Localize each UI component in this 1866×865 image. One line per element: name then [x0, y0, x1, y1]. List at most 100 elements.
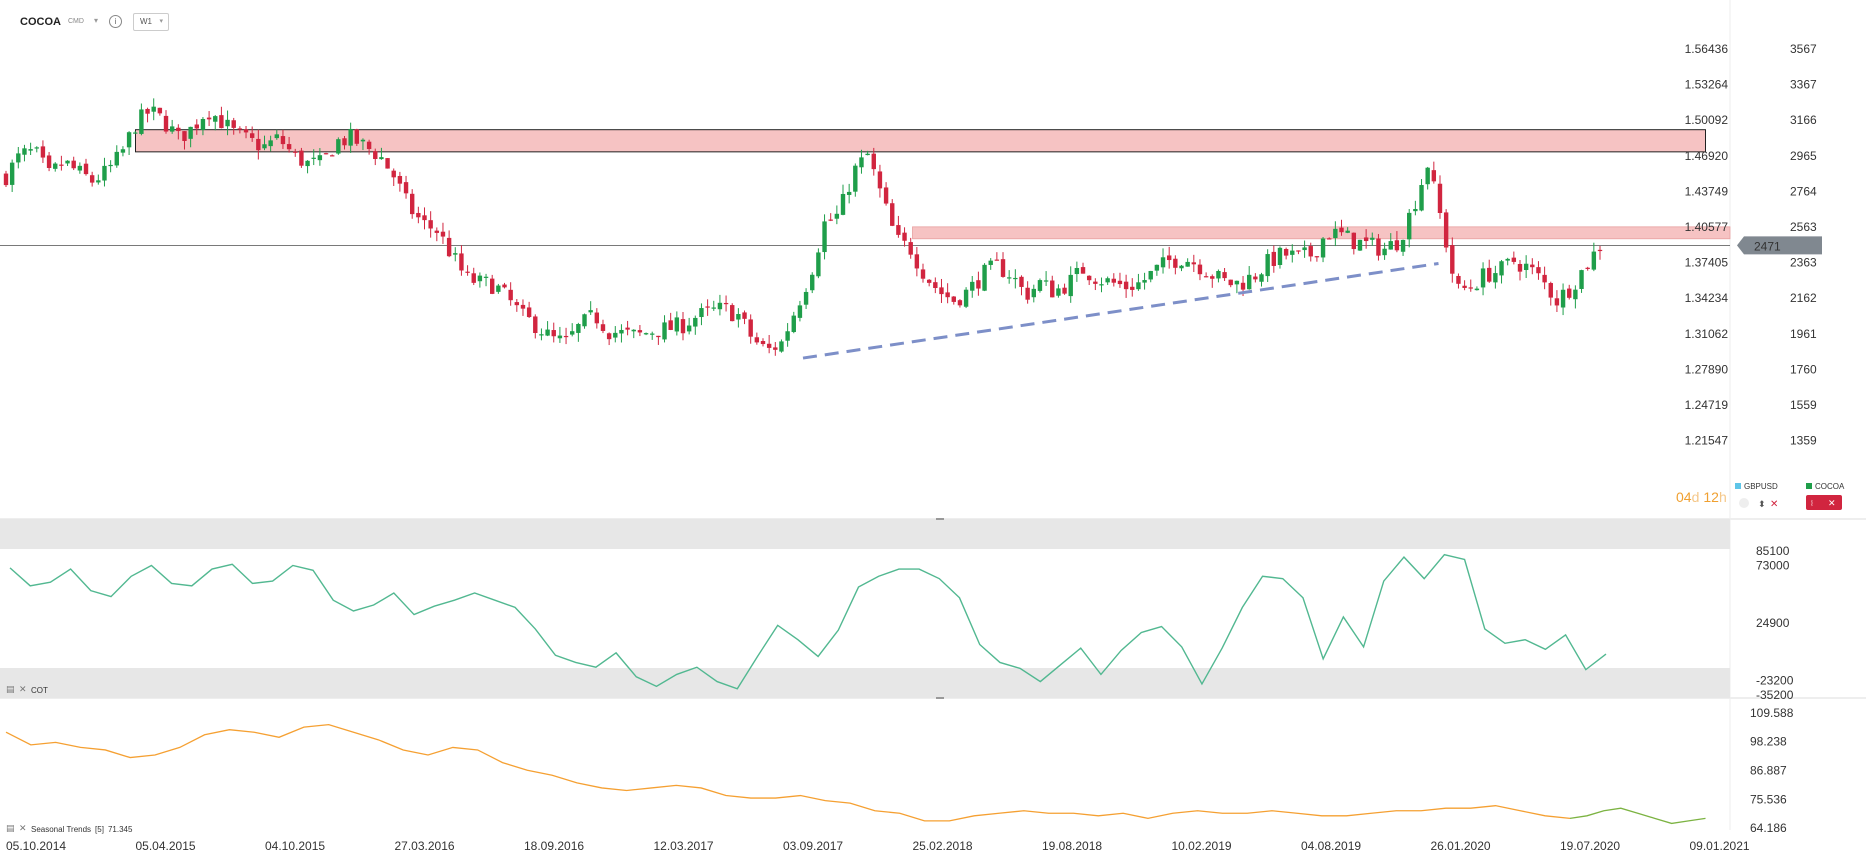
candle — [871, 147, 876, 176]
cocoa-controls[interactable] — [1806, 495, 1842, 510]
timeframe-select[interactable]: W1 ▾ — [133, 13, 169, 31]
current-price-value: 2471 — [1754, 239, 1781, 253]
price-tick-left: 1.34234 — [1685, 291, 1729, 305]
candle — [83, 158, 89, 176]
candle — [791, 311, 796, 334]
candle — [274, 129, 279, 140]
candle — [853, 163, 858, 197]
price-tick-right: 3567 — [1790, 42, 1817, 56]
candle — [1006, 270, 1012, 284]
date-tick: 05.04.2015 — [136, 839, 196, 853]
candle — [520, 299, 526, 316]
legend-cocoa[interactable]: COCOA — [1815, 482, 1845, 491]
cot-lower-band — [0, 668, 1730, 698]
panel-menu-icon[interactable]: ▤ — [6, 685, 15, 695]
candle — [785, 323, 790, 347]
panel-menu-icon[interactable]: ▤ — [6, 824, 15, 834]
resistance-zone[interactable] — [912, 226, 1731, 240]
price-tick-right: 2965 — [1790, 149, 1817, 163]
reorder-icon[interactable]: ⬍ — [1758, 500, 1766, 510]
candle — [465, 265, 470, 276]
candle — [163, 110, 169, 134]
candle — [1431, 161, 1437, 184]
candle — [600, 319, 606, 334]
candle — [496, 283, 501, 294]
symbol-dropdown-icon[interactable]: ▾ — [94, 16, 99, 25]
candle — [1228, 279, 1233, 288]
cot-tick: -23200 — [1756, 674, 1794, 688]
cot-tick: 24900 — [1756, 616, 1790, 630]
candle — [1259, 272, 1264, 287]
candle — [1013, 269, 1018, 289]
candle — [453, 247, 458, 262]
candle — [65, 160, 70, 166]
price-tick-left: 1.24719 — [1685, 398, 1729, 412]
candle — [133, 131, 138, 134]
candle — [231, 117, 236, 135]
legend-gbpusd[interactable]: GBPUSD — [1744, 482, 1778, 491]
candle — [994, 252, 1000, 261]
candle — [803, 288, 809, 309]
candle — [1511, 251, 1517, 265]
price-tick-right: 2363 — [1790, 256, 1817, 270]
candle — [1050, 275, 1055, 298]
date-tick: 10.02.2019 — [1172, 839, 1232, 853]
candle — [533, 314, 538, 339]
candle — [1025, 281, 1030, 304]
candle — [914, 246, 920, 277]
candle — [1523, 255, 1529, 279]
candle — [631, 329, 636, 339]
candle — [945, 283, 950, 304]
candle — [262, 135, 267, 151]
candle — [637, 325, 643, 337]
candle — [939, 278, 944, 303]
candle — [459, 245, 464, 276]
candle — [1074, 261, 1080, 282]
candle — [1191, 254, 1197, 273]
candle — [1099, 277, 1104, 293]
candle — [1320, 237, 1326, 263]
remove-gbpusd-icon[interactable]: ✕ — [1770, 499, 1778, 510]
candle — [963, 287, 969, 309]
resize-handle[interactable] — [936, 697, 944, 699]
candle — [1197, 259, 1203, 281]
trendline[interactable] — [802, 262, 1439, 360]
candle — [286, 136, 292, 153]
candle — [397, 171, 403, 192]
candle — [317, 148, 323, 166]
candle — [779, 339, 784, 353]
candle — [865, 150, 870, 156]
candle — [416, 206, 421, 224]
candle — [1456, 273, 1461, 289]
candle — [1419, 179, 1424, 212]
candle — [883, 182, 889, 206]
candle — [1031, 284, 1036, 303]
candle — [502, 282, 507, 289]
candle — [1086, 275, 1092, 286]
symbol-label[interactable]: COCOA — [20, 16, 61, 28]
resize-handle[interactable] — [936, 518, 944, 520]
info-icon[interactable]: i — [109, 15, 122, 28]
candle — [96, 174, 101, 185]
candle — [828, 213, 833, 222]
date-tick: 19.08.2018 — [1042, 839, 1102, 853]
candle — [982, 263, 987, 292]
candle — [742, 310, 747, 325]
panel-close-icon[interactable]: ✕ — [19, 685, 27, 695]
candle — [1542, 266, 1547, 290]
candle — [1253, 273, 1258, 283]
panel-close-icon[interactable]: ✕ — [19, 824, 27, 834]
candle — [810, 272, 815, 294]
remove-cocoa-icon[interactable]: ✕ — [1828, 499, 1836, 509]
candle — [551, 322, 556, 343]
seasonal-tick: 75.536 — [1750, 792, 1787, 806]
resistance-zone[interactable] — [135, 129, 1706, 153]
seasonal-tick: 86.887 — [1750, 764, 1787, 778]
candle — [668, 312, 673, 331]
visibility-icon[interactable] — [1739, 498, 1749, 508]
cot-indicator — [9, 553, 1607, 690]
candle — [1370, 232, 1375, 246]
candle-style-icon[interactable]: ⧘ — [1811, 499, 1813, 509]
chart-toolbar: COCOA CMD ▾ i W1 ▾ — [0, 0, 1866, 44]
